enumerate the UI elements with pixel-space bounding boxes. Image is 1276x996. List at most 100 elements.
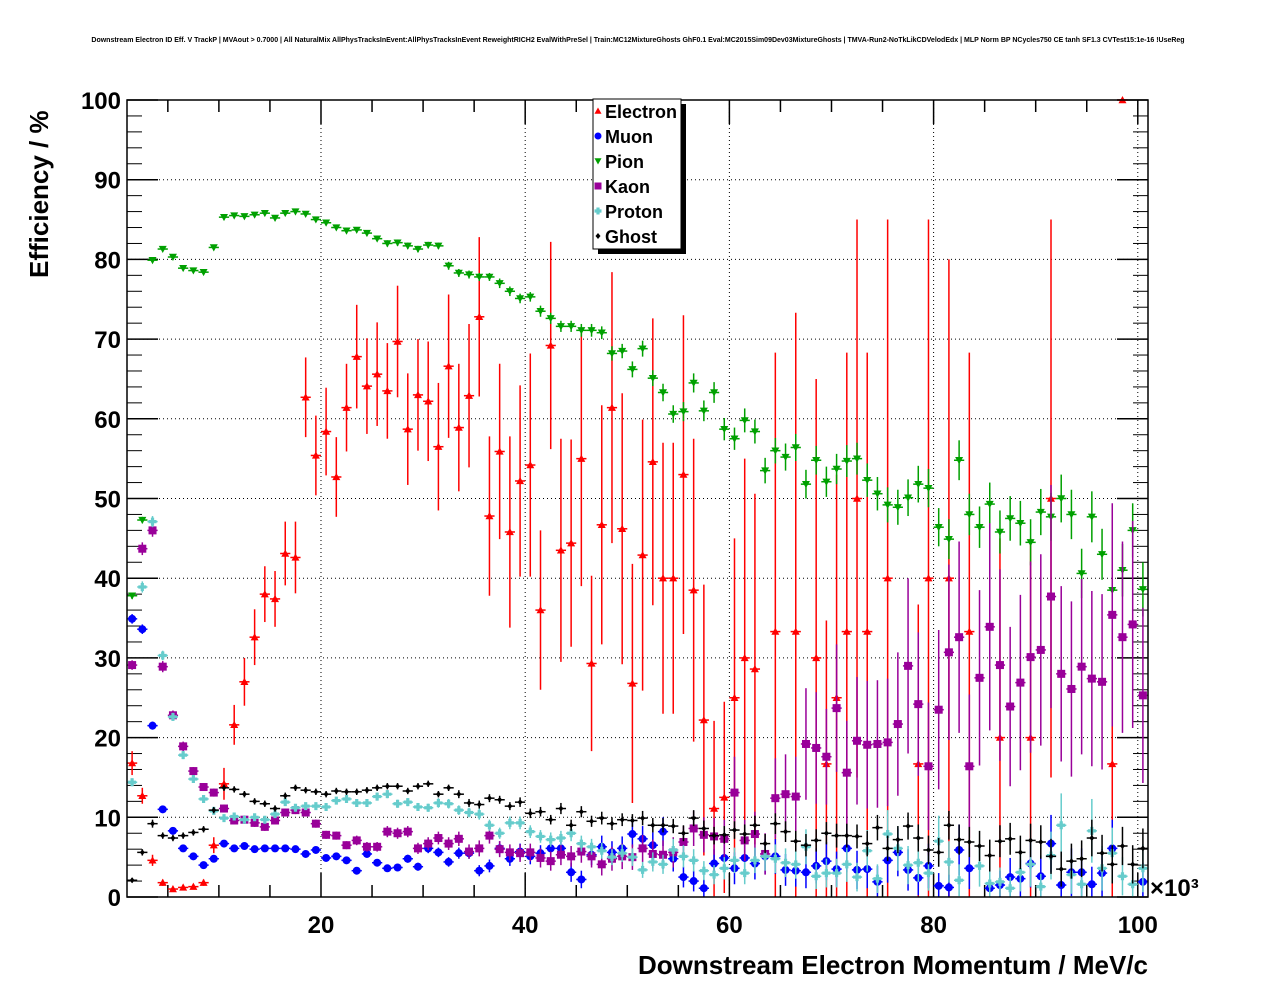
triangle-down-marker — [505, 288, 514, 296]
triangle-down-marker — [944, 535, 953, 544]
data-point-electron — [412, 339, 424, 451]
diamond-marker — [915, 835, 921, 842]
square-marker — [189, 767, 198, 776]
y-tick-label: 0 — [108, 885, 121, 912]
data-point-muon — [382, 864, 393, 873]
data-point-kaon — [157, 661, 168, 673]
data-point-kaon — [412, 842, 424, 854]
data-point-pion — [310, 216, 321, 224]
data-point-ghost — [811, 829, 822, 852]
triangle-down-marker — [1087, 513, 1096, 521]
square-marker — [985, 622, 994, 631]
data-point-ghost — [586, 815, 597, 827]
data-point-electron — [463, 323, 475, 468]
triangle-down-marker — [985, 500, 994, 509]
data-point-electron — [657, 442, 669, 714]
diamond-marker — [721, 831, 727, 838]
data-point-ghost — [1137, 828, 1148, 869]
circle-marker — [1087, 880, 1096, 889]
triangle-up-marker — [750, 665, 759, 673]
cross-marker — [526, 827, 535, 836]
triangle-down-marker — [934, 523, 943, 532]
cross-marker — [904, 861, 913, 870]
data-point-kaon — [933, 630, 944, 790]
data-point-muon — [198, 861, 209, 870]
triangle-up-marker — [618, 524, 627, 532]
diamond-marker — [252, 798, 258, 805]
diamond-marker — [936, 849, 942, 856]
square-marker — [689, 824, 698, 833]
y-tick-label: 40 — [94, 566, 121, 593]
triangle-down-marker — [995, 528, 1004, 536]
circle-marker — [567, 868, 576, 877]
data-point-pion — [341, 227, 352, 235]
data-point-pion — [780, 443, 791, 471]
data-point-electron — [341, 363, 352, 452]
data-point-electron — [137, 787, 148, 804]
diamond-marker — [752, 822, 758, 829]
diamond-marker — [578, 808, 584, 815]
data-point-pion — [566, 320, 577, 332]
diamond-marker — [803, 842, 809, 849]
diamond-marker — [303, 787, 309, 794]
data-point-pion — [872, 476, 883, 511]
data-point-kaon — [780, 754, 791, 835]
data-point-ghost — [310, 788, 321, 795]
cross-marker — [148, 517, 157, 526]
data-point-pion — [239, 213, 250, 221]
chart-title: Downstream Electron ID Eff. V TrackP | M… — [91, 37, 1184, 44]
cross-marker — [158, 651, 167, 660]
square-marker — [128, 661, 137, 670]
data-point-pion — [851, 442, 863, 475]
triangle-down-marker — [230, 212, 239, 220]
diamond-marker — [313, 788, 319, 795]
data-point-electron — [310, 415, 321, 496]
data-point-ghost — [188, 829, 199, 836]
data-point-ghost — [596, 811, 607, 825]
data-point-electron — [127, 751, 138, 776]
data-point-pion — [1096, 528, 1108, 580]
square-marker — [526, 848, 535, 857]
data-point-proton — [555, 830, 567, 846]
triangle-up-marker — [148, 856, 157, 864]
series-muon — [127, 614, 1148, 897]
triangle-up-marker — [352, 352, 361, 360]
triangle-down-marker — [710, 389, 719, 397]
data-point-electron — [290, 521, 301, 594]
cross-marker — [771, 854, 780, 863]
diamond-marker — [354, 788, 360, 795]
data-point-proton — [1035, 873, 1046, 897]
triangle-up-marker — [271, 594, 280, 603]
data-point-muon — [218, 839, 230, 848]
circle-marker — [628, 830, 637, 839]
triangle-down-marker — [965, 511, 974, 519]
data-point-kaon — [1035, 554, 1046, 746]
data-point-kaon — [984, 523, 995, 731]
circle-marker — [699, 884, 708, 893]
triangle-down-marker — [536, 308, 545, 316]
diamond-marker — [150, 820, 156, 827]
square-marker — [1036, 645, 1045, 654]
data-point-ghost — [208, 806, 219, 814]
circle-marker — [393, 863, 402, 872]
x-tick-label: 40 — [512, 912, 539, 939]
data-point-muon — [127, 614, 138, 624]
data-point-pion — [596, 326, 607, 340]
data-point-ghost — [862, 830, 873, 857]
data-point-kaon — [331, 831, 342, 840]
data-point-proton — [300, 802, 311, 811]
data-point-kaon — [1117, 541, 1128, 733]
data-point-proton — [239, 815, 250, 824]
data-point-ghost — [249, 798, 260, 805]
diamond-marker — [874, 824, 880, 831]
data-point-proton — [269, 810, 281, 819]
square-marker — [1118, 633, 1127, 642]
data-point-electron — [300, 357, 311, 438]
data-point-electron — [678, 315, 689, 634]
data-point-pion — [198, 268, 209, 277]
data-point-ghost — [402, 787, 413, 795]
data-point-ghost — [545, 814, 556, 825]
data-point-muon — [157, 805, 168, 814]
data-point-pion — [943, 519, 955, 560]
data-point-ghost — [637, 810, 648, 826]
